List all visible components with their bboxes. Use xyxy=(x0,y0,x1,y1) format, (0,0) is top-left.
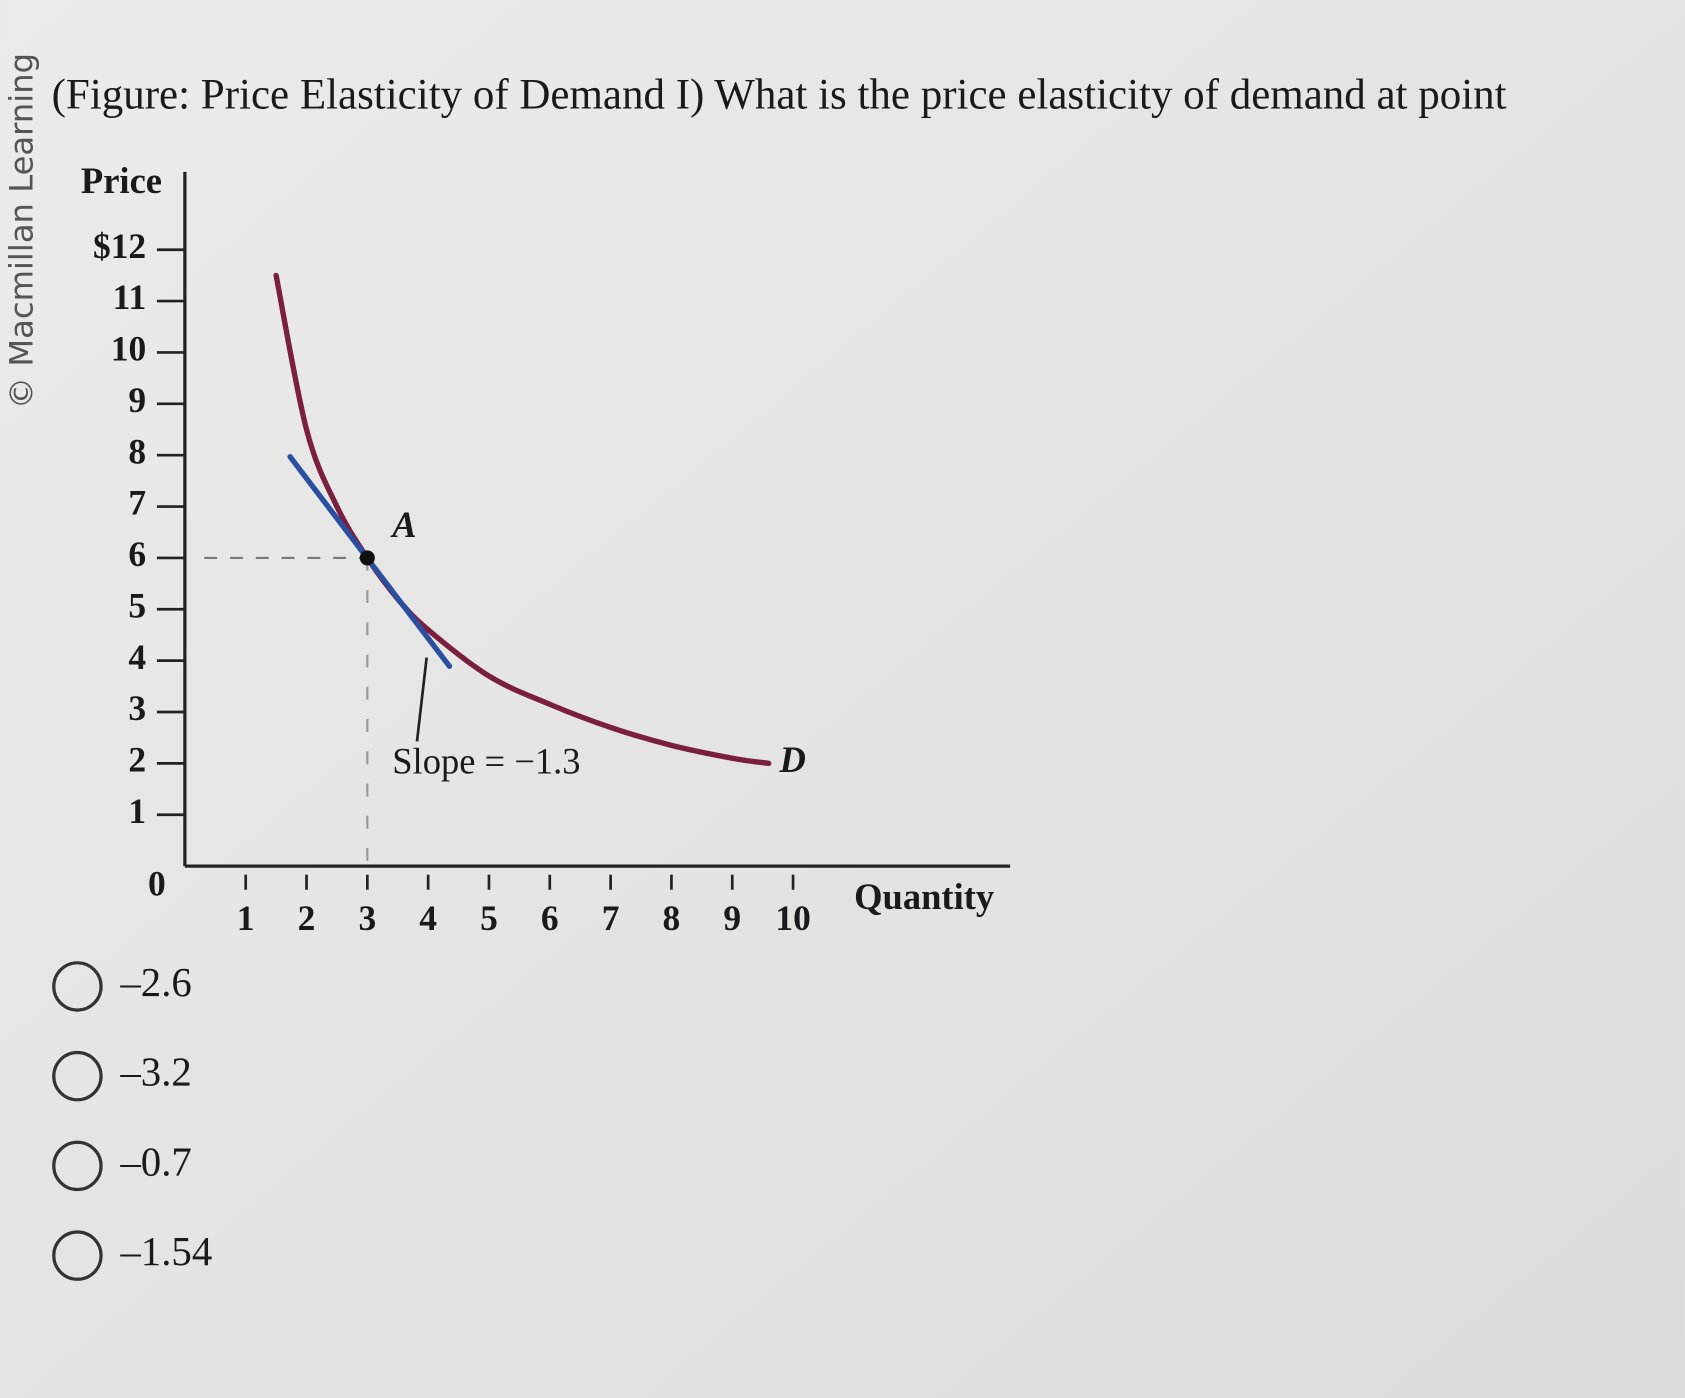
demand-curve xyxy=(273,272,772,767)
x-tick-label: 5 xyxy=(480,898,498,938)
annotation: Slope = −1.3 xyxy=(392,740,580,781)
x-axis-label: Quantity xyxy=(854,876,994,917)
point-label: A xyxy=(390,504,416,545)
y-tick-label: 10 xyxy=(111,329,146,369)
options: –2.6 –3.2 –0.7 –1.54 xyxy=(52,960,212,1281)
option-label[interactable]: –1.54 xyxy=(119,1229,212,1274)
x-tick-label: 1 xyxy=(237,898,255,938)
y-tick-label: 5 xyxy=(128,585,146,625)
x-tick-label: 7 xyxy=(602,898,620,938)
y-tick-label: 9 xyxy=(128,380,146,420)
y-tick-label: 11 xyxy=(113,277,147,317)
leader-line xyxy=(415,657,428,742)
x-tick-label: 2 xyxy=(298,898,316,938)
x-tick-label: 8 xyxy=(663,898,681,938)
y-tick-label: 3 xyxy=(128,688,146,728)
y-tick-label: 1 xyxy=(128,791,146,831)
chart: Price Quantity A Slope = −1.3 0123456789… xyxy=(81,160,1011,938)
radio-button[interactable] xyxy=(52,961,103,1012)
radio-button[interactable] xyxy=(52,1230,103,1281)
y-tick-label: 2 xyxy=(128,740,146,780)
x-tick-label: 6 xyxy=(541,898,559,938)
point-marker xyxy=(359,550,375,566)
y-tick-label: 7 xyxy=(128,483,146,523)
option-label[interactable]: –2.6 xyxy=(119,960,191,1005)
x-tick-label: 4 xyxy=(419,898,437,938)
y-axis-label: Price xyxy=(81,160,162,201)
x-tick-label: 3 xyxy=(358,898,376,938)
y-tick-label: 4 xyxy=(128,637,146,677)
y-tick-label: 0 xyxy=(148,864,166,904)
watermark: © Macmillan Learning xyxy=(3,53,41,409)
radio-button[interactable] xyxy=(52,1050,103,1102)
question: (Figure: Price Elasticity of Demand I) W… xyxy=(52,72,1507,119)
x-tick-label: 10 xyxy=(775,898,810,938)
y-tick-label: $12 xyxy=(93,226,146,266)
series-label: D xyxy=(778,739,805,780)
y-tick-label: 6 xyxy=(128,534,146,574)
radio-button[interactable] xyxy=(52,1140,103,1192)
y-tick-label: 8 xyxy=(128,431,146,471)
option-label[interactable]: –3.2 xyxy=(119,1050,191,1095)
option-label[interactable]: –0.7 xyxy=(119,1139,191,1184)
x-tick-label: 9 xyxy=(723,898,741,938)
